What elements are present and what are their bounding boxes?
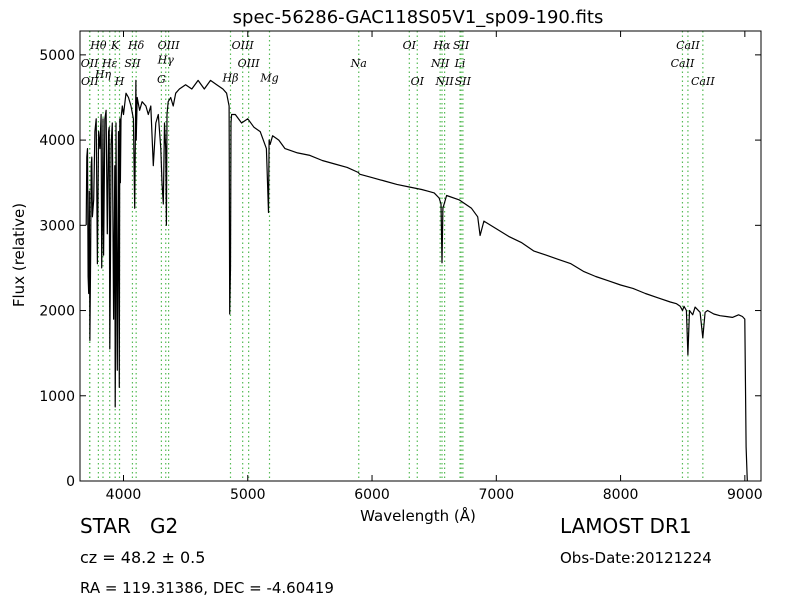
- x-axis-ticks: 4000 5000 6000 7000 8000 9000: [106, 31, 763, 503]
- line-label-18: OI: [411, 75, 425, 88]
- object-class: STAR: [80, 514, 131, 538]
- line-label-16: Na: [350, 57, 367, 70]
- line-label-3: Hη: [94, 68, 112, 81]
- x-tick-label-0: 4000: [106, 487, 142, 503]
- y-axis-label: Flux (relative): [10, 203, 28, 307]
- x-axis-label: Wavelength (Å): [360, 506, 476, 525]
- line-label-22: SII: [453, 39, 470, 52]
- line-label-9: OIII: [158, 39, 181, 52]
- y-tick-label-1: 1000: [39, 389, 75, 405]
- line-label-25: CaII: [671, 57, 695, 70]
- line-label-6: H: [114, 75, 125, 88]
- line-label-23: Li: [454, 57, 466, 70]
- x-tick-label-5: 9000: [727, 487, 763, 503]
- line-label-24: SII: [455, 75, 472, 88]
- line-label-12: OIII: [232, 39, 255, 52]
- y-tick-label-5: 5000: [39, 48, 75, 64]
- line-label-15: Mg: [259, 71, 278, 84]
- plot-frame: [79, 30, 762, 482]
- coordinates-readout: RA = 119.31386, DEC = -4.60419: [80, 579, 334, 597]
- spectral-line-markers: [88, 31, 704, 481]
- line-label-8: Hδ: [127, 39, 145, 52]
- line-label-2: Hθ: [89, 39, 107, 52]
- line-label-21: NII: [434, 75, 454, 88]
- y-axis-ticks: 0 1000 2000 3000 4000 5000: [39, 48, 761, 490]
- line-label-10: Hγ: [157, 53, 175, 66]
- chart-title: spec-56286-GAC118S05V1_sp09-190.fits: [233, 7, 604, 28]
- line-label-26: CaII: [676, 39, 700, 52]
- x-tick-label-2: 6000: [354, 487, 390, 503]
- object-subclass: G2: [150, 514, 179, 538]
- y-tick-label-4: 4000: [39, 133, 75, 149]
- line-label-4: Hε: [101, 57, 118, 70]
- x-tick-label-1: 5000: [230, 487, 266, 503]
- line-label-13: OIII: [238, 57, 261, 70]
- spectrum-series: [85, 79, 748, 482]
- x-tick-label-4: 8000: [603, 487, 639, 503]
- survey-name: LAMOST DR1: [560, 514, 692, 538]
- spectrum-line-0: [85, 79, 748, 482]
- observation-date: Obs-Date:20121224: [560, 549, 712, 567]
- line-label-20: NII: [430, 57, 450, 70]
- line-label-11: G: [157, 73, 166, 86]
- redshift-readout: cz = 48.2 ± 0.5: [80, 548, 206, 567]
- line-label-0: OII: [81, 57, 99, 70]
- line-label-17: OI: [403, 39, 417, 52]
- y-tick-label-2: 2000: [39, 304, 75, 320]
- line-label-27: CaII: [691, 75, 715, 88]
- line-label-19: Hα: [432, 39, 451, 52]
- line-label-1: OII: [81, 75, 99, 88]
- line-label-5: K: [110, 39, 120, 52]
- y-tick-label-0: 0: [66, 474, 75, 490]
- x-tick-label-3: 7000: [478, 487, 514, 503]
- line-label-14: Hβ: [222, 71, 239, 84]
- line-label-7: SII: [124, 57, 141, 70]
- y-tick-label-3: 3000: [39, 218, 75, 234]
